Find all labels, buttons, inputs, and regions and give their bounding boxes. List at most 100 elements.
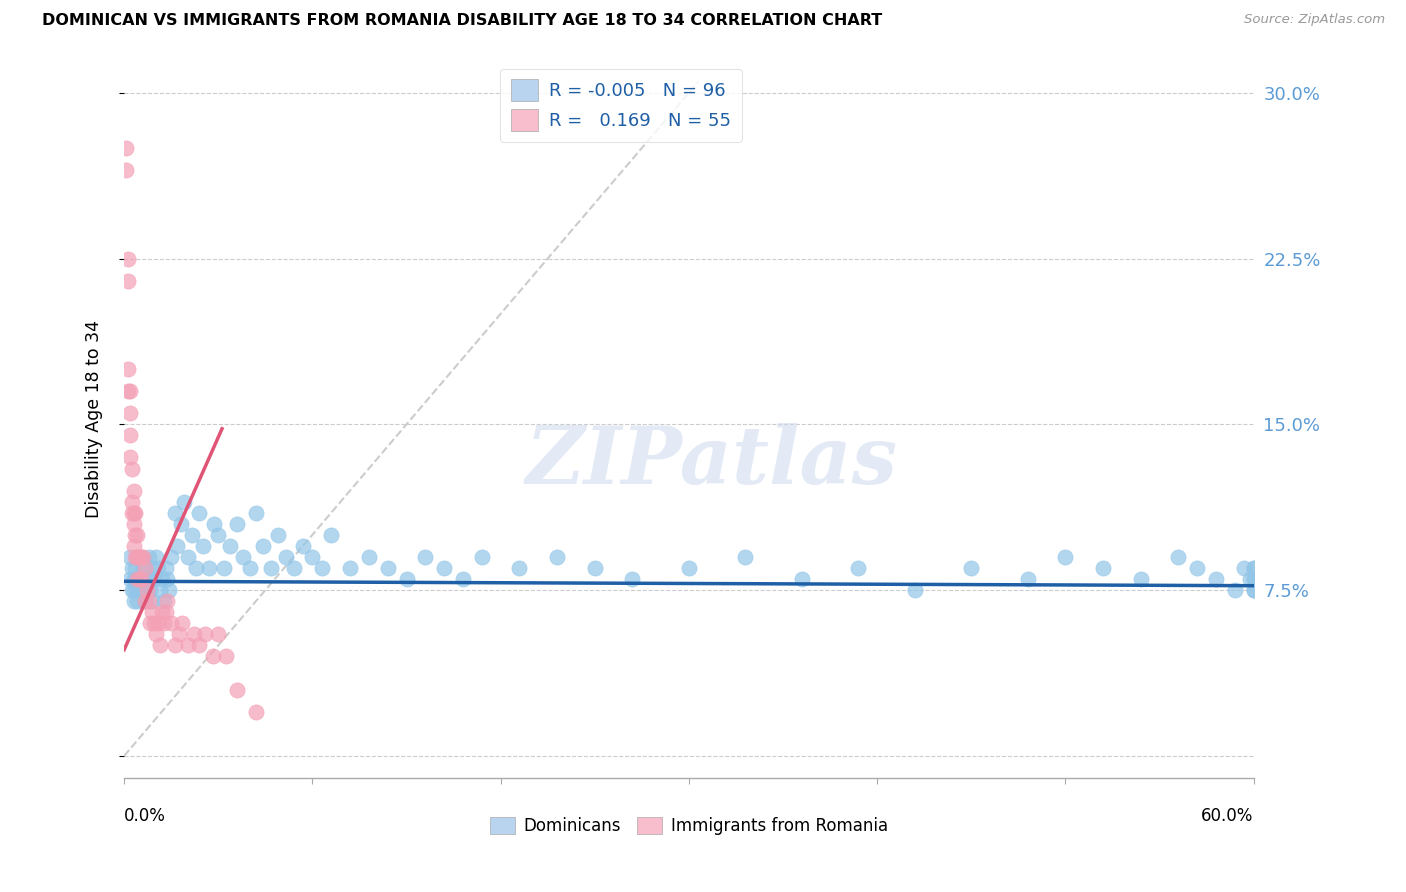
Point — [132, 561, 155, 575]
Text: Source: ZipAtlas.com: Source: ZipAtlas.com — [1244, 13, 1385, 27]
Point — [118, 450, 141, 465]
Point — [118, 549, 141, 564]
Point — [122, 539, 145, 553]
Point — [232, 549, 254, 564]
Point — [204, 516, 226, 531]
Point — [138, 594, 160, 608]
Point — [122, 572, 145, 586]
Point — [433, 561, 456, 575]
Point — [156, 594, 179, 608]
Point — [377, 561, 399, 575]
Point — [122, 594, 145, 608]
Point — [145, 627, 167, 641]
Point — [152, 616, 174, 631]
Point — [207, 528, 229, 542]
Point — [1185, 561, 1208, 575]
Point — [155, 605, 177, 619]
Point — [156, 572, 179, 586]
Point — [127, 528, 149, 542]
Point — [122, 516, 145, 531]
Text: 60.0%: 60.0% — [1201, 806, 1254, 825]
Point — [135, 583, 157, 598]
Point — [149, 583, 172, 598]
Point — [357, 549, 380, 564]
Point — [471, 549, 494, 564]
Point — [141, 561, 163, 575]
Point — [252, 539, 274, 553]
Point — [121, 461, 143, 475]
Point — [1129, 572, 1152, 586]
Point — [678, 561, 700, 575]
Point — [129, 572, 152, 586]
Point — [115, 141, 138, 155]
Point — [1243, 561, 1265, 575]
Point — [121, 583, 143, 598]
Point — [122, 506, 145, 520]
Point — [734, 549, 756, 564]
Point — [1243, 572, 1265, 586]
Point — [132, 549, 155, 564]
Point — [184, 561, 207, 575]
Point — [128, 549, 150, 564]
Point — [118, 384, 141, 399]
Point — [267, 528, 290, 542]
Point — [163, 506, 186, 520]
Point — [117, 362, 139, 376]
Point — [134, 594, 156, 608]
Point — [1243, 572, 1265, 586]
Point — [1233, 561, 1256, 575]
Point — [138, 572, 160, 586]
Point — [160, 549, 183, 564]
Point — [188, 506, 211, 520]
Point — [115, 163, 138, 178]
Point — [134, 561, 156, 575]
Point — [1243, 561, 1265, 575]
Point — [127, 549, 149, 564]
Point — [339, 561, 361, 575]
Point — [127, 583, 149, 598]
Point — [149, 639, 172, 653]
Point — [122, 583, 145, 598]
Y-axis label: Disability Age 18 to 34: Disability Age 18 to 34 — [86, 320, 103, 517]
Point — [166, 539, 188, 553]
Point — [141, 594, 163, 608]
Point — [226, 682, 249, 697]
Point — [128, 572, 150, 586]
Point — [172, 616, 194, 631]
Point — [1205, 572, 1227, 586]
Point — [118, 428, 141, 442]
Point — [141, 605, 163, 619]
Point — [1017, 572, 1039, 586]
Point — [152, 594, 174, 608]
Point — [124, 572, 146, 586]
Point — [415, 549, 437, 564]
Point — [395, 572, 418, 586]
Point — [1243, 583, 1265, 598]
Point — [135, 583, 157, 598]
Point — [1223, 583, 1246, 598]
Point — [226, 516, 249, 531]
Point — [129, 549, 152, 564]
Point — [321, 528, 343, 542]
Point — [134, 594, 156, 608]
Point — [1091, 561, 1114, 575]
Text: ZIPatlas: ZIPatlas — [526, 423, 897, 500]
Point — [150, 605, 173, 619]
Point — [169, 516, 191, 531]
Point — [121, 561, 143, 575]
Point — [124, 561, 146, 575]
Point — [194, 627, 217, 641]
Point — [124, 549, 146, 564]
Point — [274, 549, 297, 564]
Point — [291, 539, 314, 553]
Point — [790, 572, 813, 586]
Point — [121, 506, 143, 520]
Point — [311, 561, 333, 575]
Point — [173, 494, 195, 508]
Point — [177, 639, 200, 653]
Point — [139, 583, 162, 598]
Point — [245, 705, 267, 719]
Point — [139, 616, 162, 631]
Point — [127, 572, 149, 586]
Point — [124, 506, 146, 520]
